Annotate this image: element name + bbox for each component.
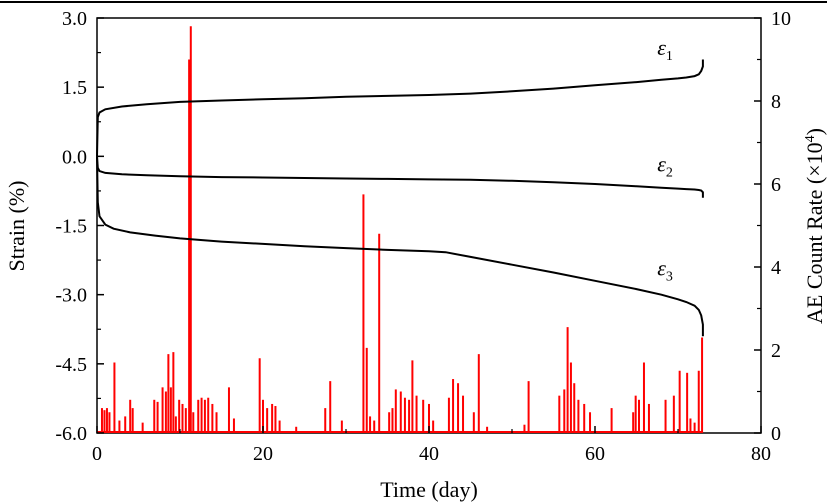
left-y-tick-label: 1.5 (62, 77, 87, 99)
left-y-tick-label: -4.5 (55, 354, 87, 376)
strain-lines (96, 59, 704, 337)
series-label-subscript: 1 (666, 49, 673, 64)
left-y-tick-label: 0.0 (62, 146, 87, 168)
left-y-tick-label: -6.0 (55, 423, 87, 445)
series-label-symbol: ε (657, 152, 666, 177)
series-label-subscript: 3 (666, 269, 673, 284)
right-y-tick-label: 4 (771, 257, 781, 279)
right-y-tick-label: 0 (771, 423, 781, 445)
series-label-symbol: ε (657, 35, 666, 60)
left-y-tick-label: -3.0 (55, 285, 87, 307)
left-y-axis-title: Strain (%) (4, 180, 29, 271)
x-tick-label: 20 (253, 443, 273, 465)
x-tick-label: 60 (585, 443, 605, 465)
x-tick-label: 80 (751, 443, 771, 465)
left-y-tick-label: 3.0 (62, 8, 87, 30)
ae-count-rate-bars (97, 26, 704, 433)
right-y-tick-label: 8 (771, 91, 781, 113)
right-y-tick-label: 6 (771, 174, 781, 196)
strain-line-eps2 (96, 156, 704, 198)
x-tick-label: 40 (419, 443, 439, 465)
right-y-axis-title-close: ) (802, 128, 827, 135)
right-y-axis-title: AE Count Rate (×104) (802, 128, 827, 324)
right-y-tick-label: 2 (771, 340, 781, 362)
series-label-eps2: ε2 (657, 152, 673, 181)
series-label-eps1: ε1 (657, 35, 673, 64)
series-label-symbol: ε (657, 255, 666, 280)
right-y-axis-title-exponent: 4 (803, 135, 818, 142)
right-y-axis-ticks: 10 8 6 4 2 0 (754, 8, 791, 445)
right-y-tick-label: 10 (771, 8, 791, 30)
strain-line-eps1 (96, 59, 704, 157)
left-y-axis-ticks: 3.0 1.5 0.0 -1.5 -3.0 -4.5 -6.0 (55, 8, 104, 445)
strain-line-eps3 (96, 156, 704, 337)
x-axis-title: Time (day) (380, 477, 478, 502)
right-y-axis-title-main: AE Count Rate (×10 (802, 142, 827, 324)
series-label-subscript: 2 (666, 166, 673, 181)
series-label-eps3: ε3 (657, 255, 673, 284)
left-y-tick-label: -1.5 (55, 216, 87, 238)
x-tick-label: 0 (92, 443, 102, 465)
x-axis-ticks: 0 20 40 60 80 (92, 426, 771, 465)
